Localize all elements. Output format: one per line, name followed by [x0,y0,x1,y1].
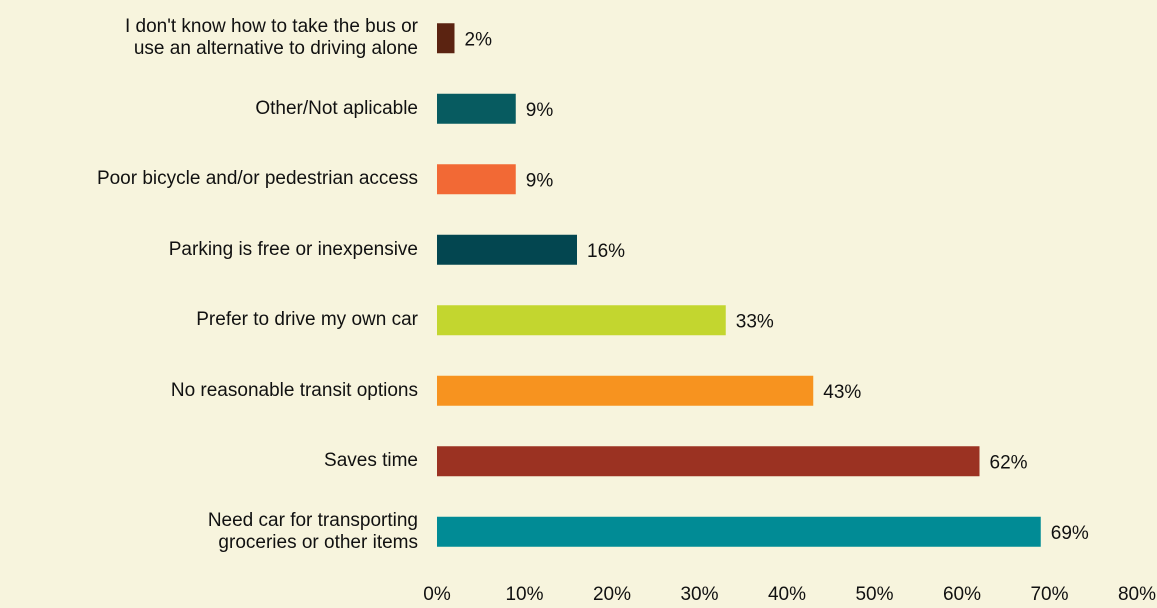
x-tick-label: 30% [680,584,718,605]
value-label: 43% [823,382,861,403]
value-label: 69% [1051,523,1089,544]
bar [437,446,980,477]
x-tick-label: 40% [768,584,806,605]
category-label: Other/Not aplicable [255,97,418,119]
x-tick-label: 70% [1030,584,1068,605]
x-tick-label: 10% [505,584,543,605]
value-label: 16% [587,241,625,262]
value-label: 33% [736,311,774,332]
category-label: Prefer to drive my own car [196,309,418,331]
category-label: Saves time [324,450,418,472]
bar [437,164,516,195]
value-label: 62% [990,452,1028,473]
category-label: Parking is free or inexpensive [168,238,418,260]
x-tick-label: 60% [943,584,981,605]
value-label: 9% [526,170,554,191]
category-label: Poor bicycle and/or pedestrian access [96,168,418,190]
value-label: 2% [465,29,493,50]
value-label: 9% [526,100,554,121]
bar [437,375,814,406]
bar [437,516,1041,547]
category-label: No reasonable transit options [170,379,418,401]
category-label: Need car for transporting groceries or o… [207,509,418,553]
bar [437,23,455,54]
category-label: I don't know how to take the bus or use … [124,16,418,60]
x-tick-label: 50% [855,584,893,605]
x-tick-label: 20% [593,584,631,605]
bar [437,305,726,336]
x-tick-label: 0% [423,584,451,605]
x-tick-label: 80% [1118,584,1156,605]
bar [437,234,577,265]
bar [437,93,516,124]
